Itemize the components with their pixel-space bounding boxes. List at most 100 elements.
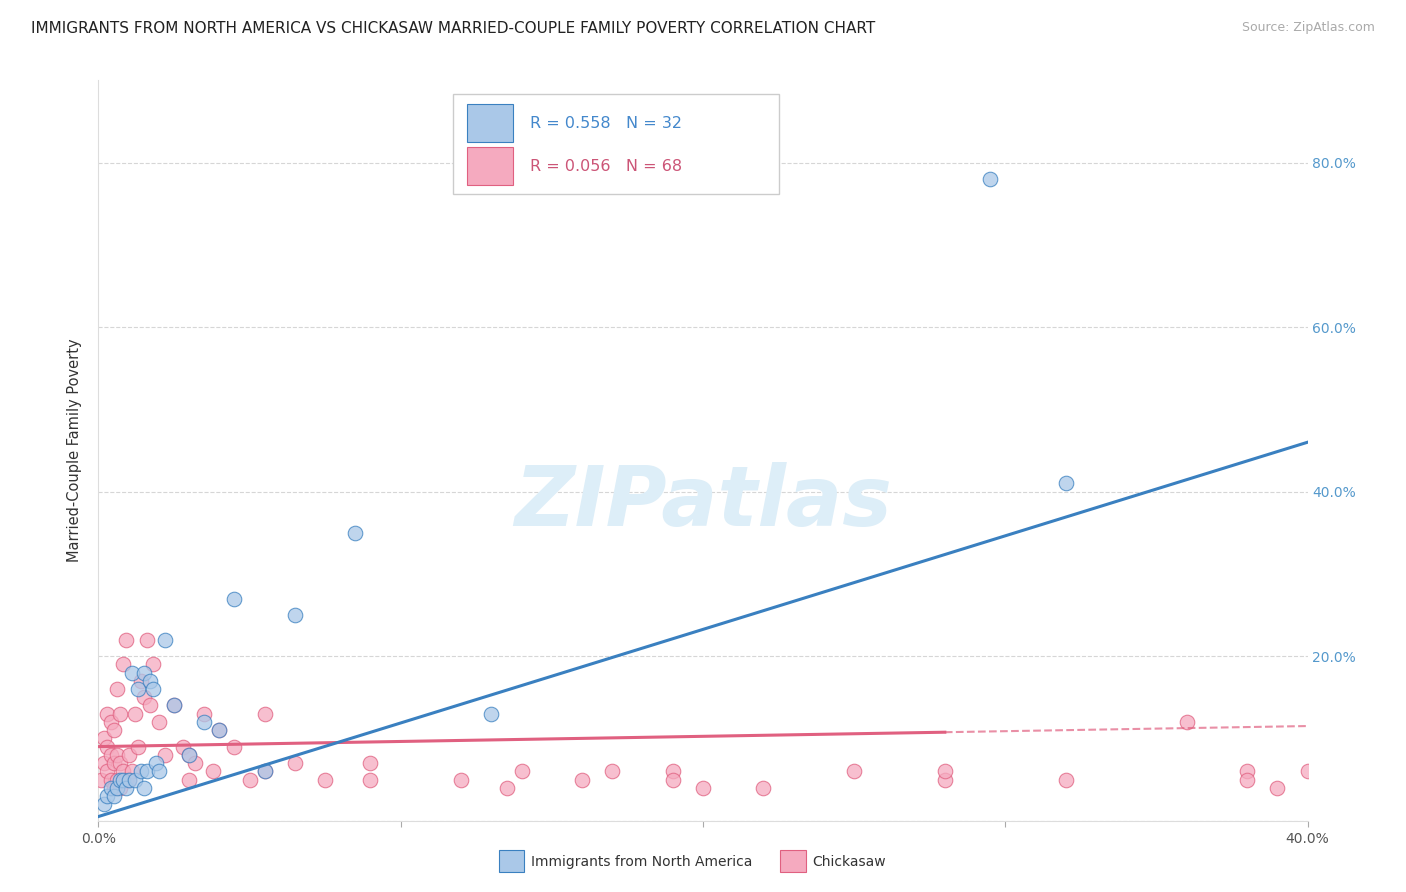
- Point: [163, 698, 186, 713]
- Point: [132, 780, 155, 795]
- Point: [103, 723, 125, 738]
- Point: [314, 772, 336, 787]
- Point: [114, 772, 136, 787]
- Point: [1267, 780, 1289, 795]
- Point: [153, 747, 176, 762]
- FancyBboxPatch shape: [453, 95, 779, 194]
- Point: [100, 747, 122, 762]
- Point: [132, 665, 155, 680]
- Point: [142, 681, 165, 696]
- Point: [934, 764, 956, 779]
- Point: [121, 665, 143, 680]
- Text: Source: ZipAtlas.com: Source: ZipAtlas.com: [1241, 21, 1375, 34]
- Point: [124, 706, 146, 721]
- Point: [129, 673, 152, 688]
- Point: [100, 714, 122, 729]
- Y-axis label: Married-Couple Family Poverty: Married-Couple Family Poverty: [67, 339, 83, 562]
- Point: [135, 764, 157, 779]
- Point: [193, 706, 215, 721]
- Point: [253, 764, 276, 779]
- Point: [111, 772, 134, 787]
- Point: [1236, 772, 1258, 787]
- Point: [239, 772, 262, 787]
- Point: [1296, 764, 1319, 779]
- Point: [108, 756, 131, 770]
- Point: [114, 632, 136, 647]
- Point: [129, 764, 152, 779]
- Point: [93, 731, 115, 746]
- Point: [1175, 714, 1198, 729]
- Point: [934, 772, 956, 787]
- Point: [148, 764, 170, 779]
- Point: [90, 772, 112, 787]
- Point: [184, 756, 207, 770]
- Point: [844, 764, 866, 779]
- Point: [495, 780, 517, 795]
- Point: [105, 681, 128, 696]
- Point: [121, 764, 143, 779]
- Point: [360, 756, 382, 770]
- Point: [153, 632, 176, 647]
- Point: [208, 723, 231, 738]
- Point: [284, 756, 307, 770]
- Point: [118, 747, 141, 762]
- Point: [661, 764, 683, 779]
- Point: [108, 780, 131, 795]
- Point: [344, 525, 367, 540]
- Point: [124, 772, 146, 787]
- Point: [103, 780, 125, 795]
- Text: R = 0.056   N = 68: R = 0.056 N = 68: [530, 159, 682, 174]
- Point: [100, 772, 122, 787]
- Point: [179, 747, 201, 762]
- Point: [96, 739, 118, 754]
- Point: [105, 747, 128, 762]
- Point: [481, 706, 503, 721]
- Text: Immigrants from North America: Immigrants from North America: [531, 855, 752, 869]
- Point: [193, 714, 215, 729]
- Point: [179, 772, 201, 787]
- Point: [1054, 772, 1077, 787]
- Point: [118, 772, 141, 787]
- Point: [224, 591, 246, 606]
- Point: [172, 739, 194, 754]
- Point: [93, 756, 115, 770]
- Point: [1236, 764, 1258, 779]
- Point: [450, 772, 472, 787]
- Point: [1054, 476, 1077, 491]
- Point: [127, 739, 149, 754]
- Point: [284, 607, 307, 622]
- Point: [108, 772, 131, 787]
- Point: [224, 739, 246, 754]
- Point: [202, 764, 225, 779]
- Point: [661, 772, 683, 787]
- FancyBboxPatch shape: [467, 147, 513, 186]
- Text: Chickasaw: Chickasaw: [813, 855, 886, 869]
- Point: [127, 681, 149, 696]
- Point: [179, 747, 201, 762]
- Point: [100, 780, 122, 795]
- Point: [103, 789, 125, 803]
- Text: IMMIGRANTS FROM NORTH AMERICA VS CHICKASAW MARRIED-COUPLE FAMILY POVERTY CORRELA: IMMIGRANTS FROM NORTH AMERICA VS CHICKAS…: [31, 21, 875, 36]
- Point: [139, 698, 162, 713]
- Point: [111, 657, 134, 672]
- Point: [132, 690, 155, 705]
- Point: [979, 172, 1001, 186]
- Point: [96, 764, 118, 779]
- Point: [571, 772, 593, 787]
- Point: [253, 764, 276, 779]
- Point: [118, 772, 141, 787]
- Point: [360, 772, 382, 787]
- Point: [105, 780, 128, 795]
- Point: [142, 657, 165, 672]
- Point: [253, 706, 276, 721]
- Point: [111, 764, 134, 779]
- Point: [602, 764, 624, 779]
- Point: [135, 632, 157, 647]
- Point: [96, 706, 118, 721]
- Point: [145, 756, 167, 770]
- Point: [108, 706, 131, 721]
- Text: R = 0.558   N = 32: R = 0.558 N = 32: [530, 116, 682, 131]
- Point: [163, 698, 186, 713]
- Point: [139, 673, 162, 688]
- Point: [208, 723, 231, 738]
